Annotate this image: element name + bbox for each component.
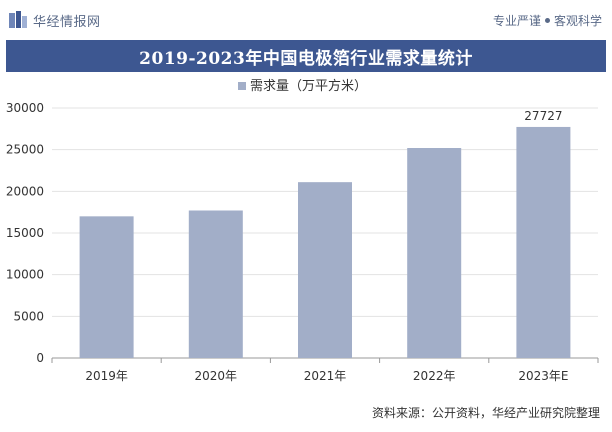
- brand-logo-icon: [9, 11, 27, 28]
- brand-name: 华经情报网: [33, 14, 101, 30]
- tagline-right: 客观科学: [553, 14, 602, 28]
- bar: [407, 148, 462, 358]
- brand: 华经情报网: [8, 10, 101, 30]
- tagline-left: 专业严谨: [492, 14, 541, 28]
- y-tick-label: 15000: [6, 226, 44, 240]
- dot-separator-icon: [544, 18, 550, 23]
- y-tick-label: 0: [36, 351, 44, 365]
- data-label: 27727: [524, 109, 562, 123]
- legend: 需求量（万平方米）: [238, 78, 367, 94]
- top-bar: 华经情报网 专业严谨 客观科学: [0, 0, 612, 40]
- bar: [298, 182, 352, 358]
- legend-label: 需求量（万平方米）: [250, 78, 367, 94]
- y-tick-label: 30000: [6, 101, 44, 115]
- chart-title: 2019-2023年中国电极箔行业需求量统计: [6, 40, 606, 72]
- bar: [79, 216, 134, 358]
- x-tick-label: 2020年: [195, 369, 238, 383]
- y-axis-ticks: 0 5000 10000 15000 20000 25000 30000: [6, 101, 44, 365]
- data-labels: 27727: [524, 109, 562, 123]
- x-tick-label: 2023年E: [518, 369, 568, 383]
- tagline: 专业严谨 客观科学: [493, 12, 602, 29]
- y-tick-label: 10000: [6, 268, 44, 282]
- x-axis-ticks: 2019年 2020年 2021年 2022年 2023年E: [51, 358, 599, 383]
- y-tick-label: 5000: [13, 309, 44, 323]
- bar-chart: 0 5000 10000 15000 20000 25000 30000 2019年 2020…: [6, 78, 599, 383]
- legend-swatch: [238, 82, 246, 90]
- source-note: 资料来源：公开资料，华经产业研究院整理: [371, 406, 600, 420]
- y-tick-label: 20000: [6, 184, 44, 198]
- x-tick-label: 2021年: [304, 369, 347, 383]
- y-tick-label: 25000: [6, 143, 44, 157]
- x-tick-label: 2019年: [85, 369, 128, 383]
- bars: [79, 126, 571, 358]
- x-tick-label: 2022年: [413, 369, 456, 383]
- bar: [516, 126, 571, 358]
- bar: [188, 210, 243, 358]
